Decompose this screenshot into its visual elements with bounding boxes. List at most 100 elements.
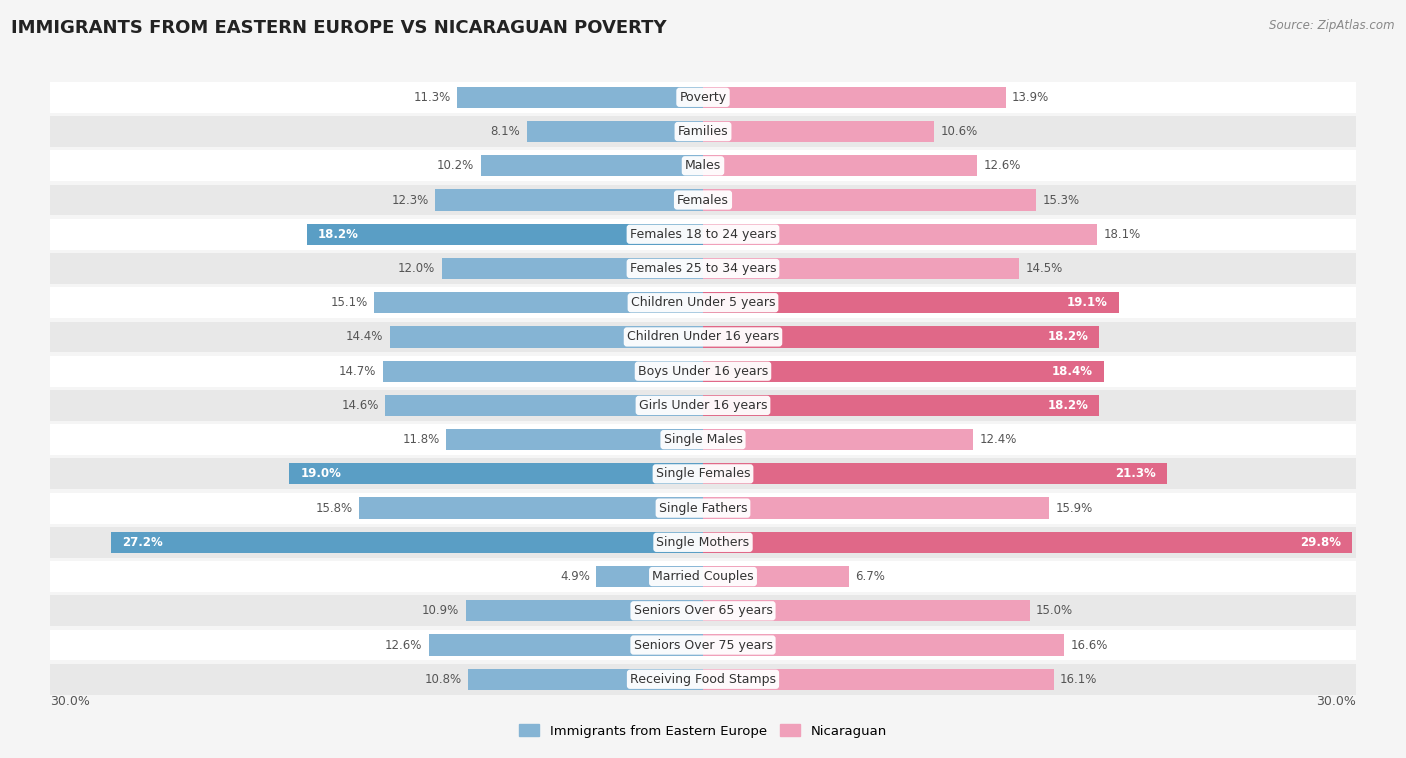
Text: 13.9%: 13.9% (1012, 91, 1049, 104)
Bar (429, 634, 703, 656)
Bar (703, 497, 1049, 518)
Bar (703, 566, 849, 587)
Bar (49, 185, 1357, 215)
Bar (703, 155, 977, 177)
Text: 19.0%: 19.0% (301, 468, 342, 481)
Text: 12.3%: 12.3% (391, 193, 429, 206)
Bar (49, 527, 1357, 558)
Bar (703, 224, 1097, 245)
Bar (307, 224, 703, 245)
Bar (111, 531, 703, 553)
Text: Females: Females (678, 193, 728, 206)
Bar (49, 595, 1357, 626)
Bar (703, 669, 1053, 690)
Bar (49, 390, 1357, 421)
Text: IMMIGRANTS FROM EASTERN EUROPE VS NICARAGUAN POVERTY: IMMIGRANTS FROM EASTERN EUROPE VS NICARA… (11, 19, 666, 37)
Bar (527, 121, 703, 143)
Text: 15.8%: 15.8% (315, 502, 353, 515)
Text: Females 18 to 24 years: Females 18 to 24 years (630, 227, 776, 241)
Bar (385, 395, 703, 416)
Text: Seniors Over 65 years: Seniors Over 65 years (634, 604, 772, 617)
Bar (468, 669, 703, 690)
Text: Single Males: Single Males (664, 433, 742, 446)
Text: Children Under 16 years: Children Under 16 years (627, 330, 779, 343)
Bar (703, 361, 1104, 382)
Text: 15.3%: 15.3% (1043, 193, 1080, 206)
Bar (703, 292, 1119, 313)
Text: Married Couples: Married Couples (652, 570, 754, 583)
Text: 18.2%: 18.2% (1047, 399, 1088, 412)
Bar (49, 493, 1357, 524)
Text: 18.2%: 18.2% (318, 227, 359, 241)
Bar (49, 561, 1357, 592)
Bar (703, 121, 934, 143)
Text: 14.5%: 14.5% (1025, 262, 1063, 275)
Text: 14.6%: 14.6% (342, 399, 378, 412)
Text: 29.8%: 29.8% (1301, 536, 1341, 549)
Text: 21.3%: 21.3% (1115, 468, 1156, 481)
Text: 10.9%: 10.9% (422, 604, 460, 617)
Bar (49, 82, 1357, 113)
Text: 15.0%: 15.0% (1036, 604, 1073, 617)
Text: 14.7%: 14.7% (339, 365, 377, 377)
Bar (389, 327, 703, 348)
Bar (359, 497, 703, 518)
Bar (49, 424, 1357, 455)
Text: Females 25 to 34 years: Females 25 to 34 years (630, 262, 776, 275)
Text: Males: Males (685, 159, 721, 172)
Text: Seniors Over 75 years: Seniors Over 75 years (634, 638, 772, 652)
Bar (596, 566, 703, 587)
Bar (703, 190, 1036, 211)
Bar (703, 600, 1029, 622)
Text: 10.8%: 10.8% (425, 673, 461, 686)
Text: 12.0%: 12.0% (398, 262, 436, 275)
Bar (703, 634, 1064, 656)
Bar (49, 116, 1357, 147)
Text: 14.4%: 14.4% (346, 330, 382, 343)
Text: 16.1%: 16.1% (1060, 673, 1098, 686)
Bar (49, 459, 1357, 489)
Text: 15.9%: 15.9% (1056, 502, 1092, 515)
Bar (49, 321, 1357, 352)
Bar (703, 86, 1005, 108)
Text: Children Under 5 years: Children Under 5 years (631, 296, 775, 309)
Bar (703, 395, 1099, 416)
Bar (49, 150, 1357, 181)
Bar (49, 253, 1357, 284)
Text: 6.7%: 6.7% (855, 570, 886, 583)
Bar (481, 155, 703, 177)
Bar (49, 287, 1357, 318)
Text: 27.2%: 27.2% (122, 536, 163, 549)
Bar (49, 219, 1357, 249)
Text: 12.6%: 12.6% (385, 638, 422, 652)
Bar (290, 463, 703, 484)
Text: Girls Under 16 years: Girls Under 16 years (638, 399, 768, 412)
Text: 10.2%: 10.2% (437, 159, 474, 172)
Text: Boys Under 16 years: Boys Under 16 years (638, 365, 768, 377)
Text: 18.2%: 18.2% (1047, 330, 1088, 343)
Text: 8.1%: 8.1% (491, 125, 520, 138)
Bar (436, 190, 703, 211)
Legend: Immigrants from Eastern Europe, Nicaraguan: Immigrants from Eastern Europe, Nicaragu… (515, 719, 891, 743)
Bar (703, 531, 1351, 553)
Bar (703, 463, 1167, 484)
Text: 18.1%: 18.1% (1104, 227, 1140, 241)
Text: 18.4%: 18.4% (1052, 365, 1092, 377)
Text: 11.3%: 11.3% (413, 91, 450, 104)
Text: Single Females: Single Females (655, 468, 751, 481)
Bar (457, 86, 703, 108)
Text: 4.9%: 4.9% (560, 570, 589, 583)
Text: 30.0%: 30.0% (1316, 695, 1357, 708)
Bar (49, 356, 1357, 387)
Text: 16.6%: 16.6% (1071, 638, 1108, 652)
Text: 15.1%: 15.1% (330, 296, 368, 309)
Bar (465, 600, 703, 622)
Text: 10.6%: 10.6% (941, 125, 977, 138)
Bar (703, 429, 973, 450)
Bar (703, 327, 1099, 348)
Bar (446, 429, 703, 450)
Bar (49, 630, 1357, 660)
Text: 19.1%: 19.1% (1067, 296, 1108, 309)
Text: Source: ZipAtlas.com: Source: ZipAtlas.com (1270, 19, 1395, 32)
Text: 30.0%: 30.0% (49, 695, 90, 708)
